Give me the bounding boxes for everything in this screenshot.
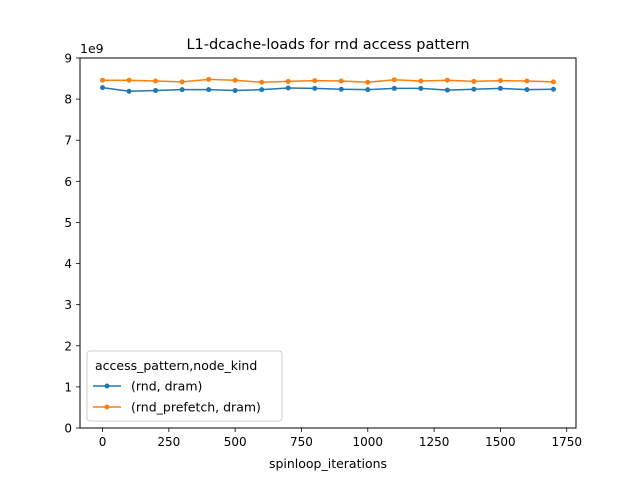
data-point	[285, 78, 291, 84]
data-point	[365, 79, 371, 85]
x-tick-label: 250	[157, 435, 180, 449]
y-tick-label: 7	[64, 134, 72, 148]
x-tick-label: 1500	[485, 435, 516, 449]
y-tick-label: 5	[64, 216, 72, 230]
legend: access_pattern,node_kind (rnd, dram) (rnd…	[86, 350, 283, 422]
data-point	[497, 85, 503, 91]
series-line-0	[102, 86, 554, 93]
y-tick-label: 4	[64, 257, 72, 271]
data-point	[444, 87, 450, 93]
data-point	[312, 78, 318, 84]
plot-area	[100, 76, 556, 94]
legend-swatch-marker	[104, 404, 110, 410]
data-point	[550, 86, 556, 92]
data-point	[391, 77, 397, 83]
legend-box	[86, 350, 283, 422]
legend-label: (rnd_prefetch, dram)	[131, 400, 261, 415]
data-point	[179, 79, 185, 85]
data-point	[126, 77, 132, 83]
axes-frame	[79, 57, 577, 429]
data-point	[179, 87, 185, 93]
x-tick-label: 1750	[551, 435, 582, 449]
x-axis: 0 250 500 750 1000 1250 1500 1750	[99, 428, 582, 449]
data-point	[126, 88, 132, 94]
x-tick-label: 1000	[353, 435, 384, 449]
data-point	[365, 87, 371, 93]
data-point	[153, 87, 159, 93]
data-point	[259, 87, 265, 93]
x-tick-label: 0	[99, 435, 107, 449]
x-tick-label: 750	[290, 435, 313, 449]
y-tick-label: 3	[64, 298, 72, 312]
data-point	[444, 77, 450, 83]
data-point	[285, 85, 291, 91]
x-axis-label: spinloop_iterations	[269, 456, 387, 471]
data-point	[232, 87, 238, 93]
y-tick-label: 6	[64, 175, 72, 189]
data-point	[550, 79, 556, 85]
series-line-1	[102, 78, 554, 84]
data-point	[100, 85, 106, 91]
legend-title: access_pattern,node_kind	[95, 358, 257, 373]
legend-label: (rnd, dram)	[131, 379, 202, 394]
y-tick-label: 1	[64, 380, 72, 394]
data-point	[524, 78, 530, 84]
data-point	[497, 78, 503, 84]
data-point	[100, 77, 106, 83]
x-tick-label: 1250	[419, 435, 450, 449]
y-tick-label: 8	[64, 93, 72, 107]
data-point	[418, 78, 424, 84]
data-point	[391, 85, 397, 91]
y-tick-label: 9	[64, 52, 72, 66]
data-point	[471, 78, 477, 84]
y-axis: 0 1 2 3 4 5 6 7 8 9	[64, 52, 80, 436]
data-point	[338, 86, 344, 92]
data-point	[259, 79, 265, 85]
y-tick-label: 2	[64, 339, 72, 353]
data-point	[206, 87, 212, 93]
data-point	[471, 86, 477, 92]
data-point	[153, 78, 159, 84]
data-point	[206, 76, 212, 82]
data-point	[524, 87, 530, 93]
legend-swatch-marker	[104, 383, 110, 389]
x-tick-label: 500	[224, 435, 247, 449]
y-tick-label: 0	[64, 422, 72, 436]
y-offset-label: 1e9	[80, 41, 104, 56]
data-point	[312, 85, 318, 91]
chart-title: L1-dcache-loads for rnd access pattern	[186, 37, 469, 53]
data-point	[232, 77, 238, 83]
data-point	[338, 78, 344, 84]
data-point	[418, 85, 424, 91]
